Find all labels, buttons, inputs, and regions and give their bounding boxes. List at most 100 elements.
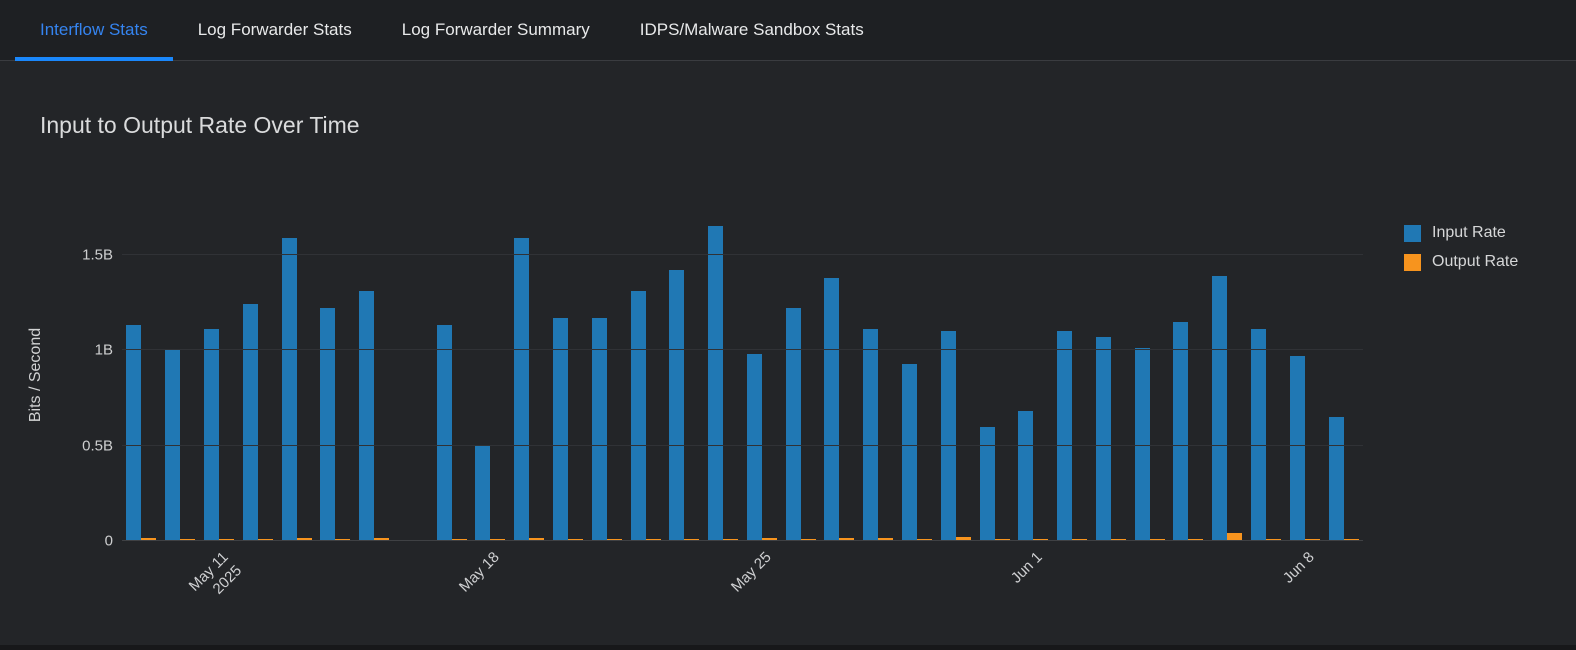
output-rate-bar-may-25[interactable] [761,538,777,541]
y-tick-label-1B: 1B [94,341,113,359]
input-rate-bar-may-20[interactable] [552,317,568,541]
input-rate-bar-may-24[interactable] [708,226,724,541]
output-rate-bar-may-15[interactable] [374,537,390,541]
output-rate-bar-may-13[interactable] [296,537,312,541]
bar-group-may-9 [122,190,161,541]
bar-group-jun-9 [1324,190,1363,541]
input-rate-bar-may-15[interactable] [359,291,375,541]
chart-title: Input to Output Rate Over Time [40,112,360,138]
output-rate-bar-jun-6[interactable] [1227,533,1243,541]
bar-group-may-21 [587,190,626,541]
input-rate-bar-may-13[interactable] [281,237,297,541]
gridline-1B [122,349,1363,351]
legend-label: Output Rate [1432,253,1519,270]
bar-group-may-13 [277,190,316,541]
y-tick-label-0: 0 [104,532,113,550]
input-rate-bar-may-18[interactable] [475,445,491,541]
input-rate-bar-jun-1[interactable] [1018,411,1034,541]
legend-item-output-rate[interactable]: Output Rate [1404,253,1518,271]
input-rate-bar-jun-5[interactable] [1173,321,1189,541]
x-tick-label-may-11: May 11 2025 [185,548,246,598]
input-rate-bar-may-21[interactable] [591,317,607,541]
bar-group-may-19 [510,190,549,541]
y-tick-label-0.5B: 0.5B [82,437,113,455]
bar-group-jun-3 [1092,190,1131,541]
legend-swatch-input-rate [1404,224,1421,242]
tab-log-forwarder-stats[interactable]: Log Forwarder Stats [173,0,377,60]
gridline-1.5B [122,253,1363,255]
input-rate-bar-may-9[interactable] [126,325,142,541]
bar-group-may-24 [704,190,743,541]
legend-item-input-rate[interactable]: Input Rate [1404,224,1518,242]
input-rate-bar-may-25[interactable] [746,354,762,541]
input-rate-bar-may-22[interactable] [630,291,646,541]
bar-group-may-31 [975,190,1014,541]
bar-group-may-27 [820,190,859,541]
bar-group-may-12 [238,190,277,541]
bar-group-jun-7 [1247,190,1286,541]
x-tick-label-jun-1: Jun 1 [1008,548,1047,587]
bar-group-may-15 [355,190,394,541]
plot-area: 0 0.5B 1B 1.5B May 11 2025 May 18 May 25 Jun 1 J… [82,190,1363,598]
input-rate-bar-may-27[interactable] [824,277,840,541]
input-rate-bar-jun-8[interactable] [1289,355,1305,541]
output-rate-bar-may-9[interactable] [141,537,157,541]
input-rate-bar-may-26[interactable] [785,308,801,541]
legend-swatch-output-rate [1404,253,1421,271]
input-rate-bar-may-17[interactable] [436,325,452,541]
bar-group-may-26 [781,190,820,541]
bar-group-jun-6 [1208,190,1247,541]
input-rate-bar-may-31[interactable] [979,426,995,541]
input-rate-bar-jun-7[interactable] [1251,329,1267,541]
output-rate-bar-may-28[interactable] [878,538,894,541]
bar-group-jun-2 [1053,190,1092,541]
bar-group-may-23 [665,190,704,541]
input-rate-bar-may-10[interactable] [165,350,181,541]
tab-label: Log Forwarder Stats [197,20,352,39]
tab-log-forwarder-summary[interactable]: Log Forwarder Summary [377,0,615,60]
input-rate-bar-may-12[interactable] [242,304,258,541]
bar-group-jun-8 [1285,190,1324,541]
bar-group-may-29 [898,190,937,541]
input-rate-bar-may-14[interactable] [320,308,336,541]
output-rate-bar-may-30[interactable] [955,536,971,541]
bar-group-may-14 [316,190,355,541]
input-rate-bar-may-19[interactable] [514,237,530,541]
bar-group-may-11 [200,190,239,541]
bottom-divider [0,645,1576,650]
input-rate-bar-may-23[interactable] [669,270,685,541]
y-tick-label-1.5B: 1.5B [82,246,113,264]
legend-label: Input Rate [1432,224,1506,241]
input-rate-bar-may-11[interactable] [203,329,219,541]
tab-idps-malware-sandbox-stats[interactable]: IDPS/Malware Sandbox Stats [615,0,889,60]
output-rate-bar-may-29[interactable] [917,538,933,541]
x-tick-label-may-25: May 25 [727,548,775,596]
input-rate-bar-may-30[interactable] [940,331,956,541]
input-rate-bar-jun-3[interactable] [1095,336,1111,541]
bar-group-jun-5 [1169,190,1208,541]
input-rate-bar-jun-2[interactable] [1057,331,1073,541]
tab-interflow-stats[interactable]: Interflow Stats [15,0,173,61]
chart-legend: Input Rate Output Rate [1404,224,1518,271]
bar-group-may-25 [743,190,782,541]
bar-group-may-10 [161,190,200,541]
bar-group-may-28 [859,190,898,541]
input-rate-bar-may-29[interactable] [902,363,918,541]
bar-group-may-22 [626,190,665,541]
bar-group-may-30 [936,190,975,541]
x-tick-label-may-18: May 18 [456,548,504,596]
input-rate-bar-jun-6[interactable] [1212,275,1228,541]
gridline-0.5B [122,444,1363,446]
output-rate-bar-may-19[interactable] [529,537,545,541]
y-axis-title: Bits / Second [27,327,44,423]
tab-bar: Interflow Stats Log Forwarder Stats Log Fo… [0,0,1576,61]
bar-group-may-18 [471,190,510,541]
bar-group-jun-4 [1130,190,1169,541]
tab-label: IDPS/Malware Sandbox Stats [639,20,864,39]
gridline-0 [122,540,1363,541]
input-rate-bar-may-28[interactable] [863,329,879,541]
bar-group-jun-1 [1014,190,1053,541]
output-rate-bar-may-27[interactable] [839,537,855,541]
bar-group-may-16 [393,190,432,541]
input-rate-bar-jun-9[interactable] [1328,417,1344,541]
